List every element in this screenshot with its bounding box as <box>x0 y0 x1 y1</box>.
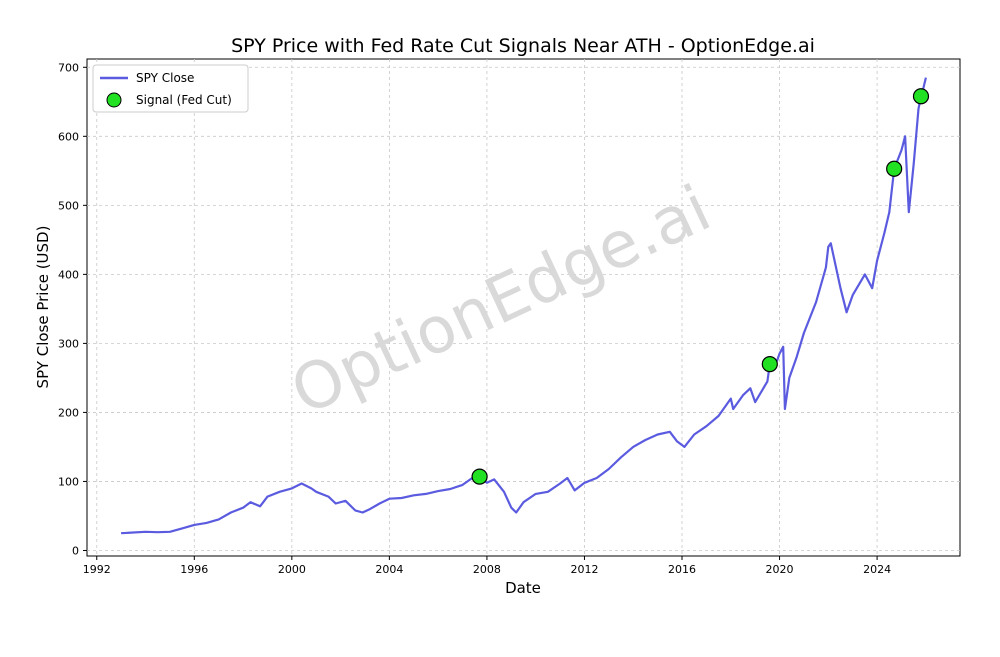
legend-label-signal: Signal (Fed Cut) <box>136 93 232 107</box>
y-tick-label: 200 <box>58 406 79 419</box>
y-axis: 0 100 200 300 400 500 600 700 <box>58 61 87 557</box>
series-line-spy-close <box>121 77 927 535</box>
chart-title: SPY Price with Fed Rate Cut Signals Near… <box>231 35 815 57</box>
y-tick-label: 500 <box>58 199 79 212</box>
x-tick-label: 2012 <box>570 563 598 576</box>
x-tick-label: 1996 <box>180 563 208 576</box>
legend: SPY Close Signal (Fed Cut) <box>92 64 249 113</box>
legend-marker-swatch <box>106 92 122 108</box>
signal-marker <box>761 356 778 373</box>
signal-marker <box>886 160 903 177</box>
signal-marker <box>471 468 488 485</box>
y-tick-label: 100 <box>58 475 79 488</box>
series-layer <box>121 77 927 535</box>
y-tick-label: 400 <box>58 268 79 281</box>
y-tick-label: 600 <box>58 130 79 143</box>
signal-layer <box>471 88 930 485</box>
x-axis: 1992 1996 2000 2004 2008 2012 2016 2020 2024 <box>83 556 891 576</box>
x-tick-label: 1992 <box>83 563 111 576</box>
legend-label-spy-close: SPY Close <box>136 71 194 85</box>
x-tick-label: 2016 <box>668 563 696 576</box>
grid-layer <box>87 59 960 556</box>
y-tick-label: 300 <box>58 337 79 350</box>
x-tick-label: 2008 <box>473 563 501 576</box>
legend-box <box>92 64 249 113</box>
signal-marker <box>912 88 930 105</box>
x-tick-label: 2004 <box>375 563 403 576</box>
x-tick-label: 2024 <box>863 563 891 576</box>
x-tick-label: 2000 <box>278 563 306 576</box>
y-axis-label: SPY Close Price (USD) <box>34 226 52 389</box>
x-axis-label: Date <box>505 579 541 597</box>
x-tick-label: 2020 <box>766 563 794 576</box>
y-tick-label: 0 <box>72 544 79 557</box>
y-tick-label: 700 <box>58 61 79 74</box>
